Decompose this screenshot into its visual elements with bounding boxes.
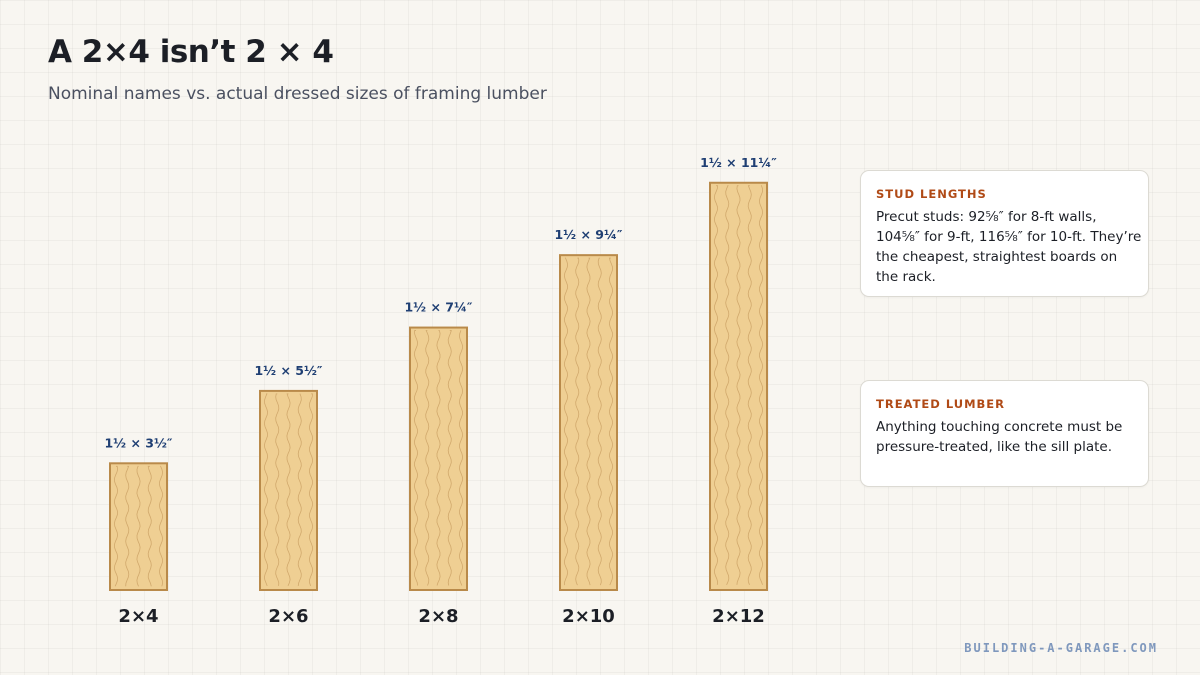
treated-lumber-body: Anything touching concrete must be press… (876, 419, 1123, 455)
lumber-bar (709, 181, 768, 591)
stud-lengths-title: STUD LENGTHS (876, 187, 987, 201)
page-subtitle: Nominal names vs. actual dressed sizes o… (48, 84, 547, 104)
lumber-bar-group: 1½ × 9¼″ 2×10 (554, 227, 622, 627)
bar-data-label: 1½ × 9¼″ (554, 227, 622, 242)
stud-lengths-body: Precut studs: 92⅝″ for 8-ft walls, 104⅝″… (876, 209, 1142, 285)
wood-grain (713, 185, 764, 585)
site-credit: BUILDING-A-GARAGE.COM (964, 641, 1158, 655)
bar-data-label: 1½ × 5½″ (254, 363, 322, 378)
bar-category-label: 2×8 (418, 606, 458, 627)
lumber-bar-group: 1½ × 11¼″ 2×12 (700, 155, 777, 627)
wood-grain (563, 257, 614, 586)
wood-grain (263, 393, 314, 587)
treated-lumber-title: TREATED LUMBER (876, 397, 1005, 411)
lumber-bar-group: 1½ × 5½″ 2×6 (254, 363, 322, 627)
bar-category-label: 2×4 (118, 606, 158, 627)
lumber-bar-group: 1½ × 3½″ 2×4 (104, 435, 172, 627)
lumber-bar (559, 254, 618, 591)
bar-category-label: 2×6 (268, 606, 308, 627)
lumber-bar (109, 462, 168, 591)
lumber-bar (409, 326, 468, 591)
bar-data-label: 1½ × 11¼″ (700, 155, 777, 170)
treated-lumber-card: TREATED LUMBER Anything touching concret… (860, 380, 1149, 487)
lumber-bar-group: 1½ × 7¼″ 2×8 (404, 300, 472, 627)
bar-category-label: 2×10 (562, 606, 615, 627)
page-title: A 2×4 isn’t 2 × 4 (48, 34, 334, 70)
wood-grain (413, 329, 464, 586)
lumber-bar (259, 389, 318, 591)
wood-grain (113, 465, 164, 587)
bar-data-label: 1½ × 3½″ (104, 435, 172, 450)
stud-lengths-card: STUD LENGTHS Precut studs: 92⅝″ for 8-ft… (860, 170, 1149, 297)
bar-data-label: 1½ × 7¼″ (404, 300, 472, 315)
bar-category-label: 2×12 (712, 606, 765, 627)
